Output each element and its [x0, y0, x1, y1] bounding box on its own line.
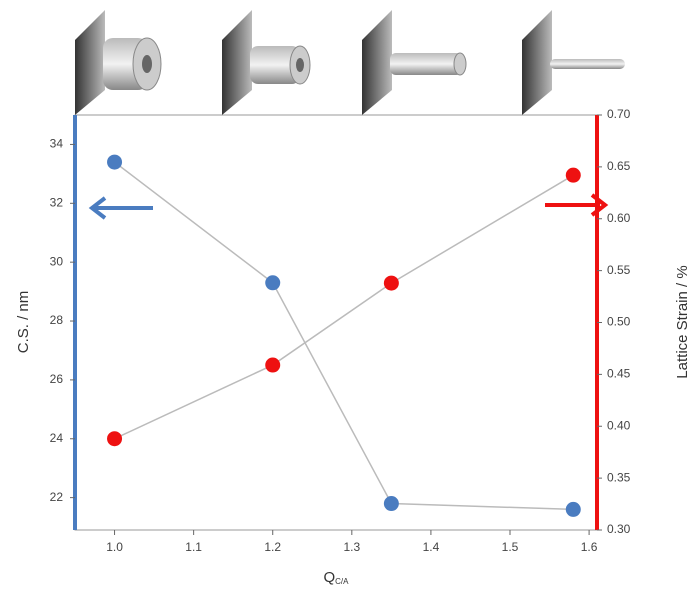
illustrations [75, 10, 625, 115]
y-tick-label: 22 [50, 490, 64, 504]
x-axis-label: QC/A [323, 569, 349, 586]
y2-tick-label: 0.50 [607, 315, 631, 329]
blue-arrow [88, 196, 153, 220]
y-tick-label: 24 [50, 431, 64, 445]
data-point [565, 167, 581, 183]
series-line [114, 174, 574, 440]
x-tick-label: 1.3 [343, 540, 360, 554]
y-axis-label: C.S. / nm [15, 291, 32, 354]
data-point [383, 496, 399, 512]
y2-tick-label: 0.60 [607, 211, 631, 225]
x-tick-label: 1.5 [502, 540, 519, 554]
x-tick-label: 1.2 [264, 540, 281, 554]
y-tick-label: 28 [50, 313, 64, 327]
series-line [114, 161, 574, 511]
y2-tick-label: 0.70 [607, 107, 631, 121]
red-arrow [545, 193, 609, 217]
x-tick-label: 1.4 [423, 540, 440, 554]
x-label-main: Q [323, 569, 335, 586]
x-label-sub: C/A [335, 577, 349, 586]
y2-tick-label: 0.55 [607, 263, 631, 277]
y2-tick-label: 0.40 [607, 418, 631, 432]
y2-tick-label: 0.30 [607, 522, 631, 536]
data-point [565, 501, 581, 517]
data-point [265, 357, 281, 373]
plot-frame [74, 114, 598, 531]
y2-axis-label: Lattice Strain / % [674, 265, 691, 378]
y2-tick-label: 0.35 [607, 470, 631, 484]
x-tick-label: 1.0 [106, 540, 123, 554]
data-point [107, 154, 123, 170]
y2-tick-label: 0.65 [607, 159, 631, 173]
data-point [107, 431, 123, 447]
y-tick-label: 32 [50, 195, 64, 209]
data-point [383, 275, 399, 291]
y-tick-label: 30 [50, 254, 64, 268]
x-tick-label: 1.6 [581, 540, 598, 554]
y-tick-label: 34 [50, 137, 64, 151]
y-tick-label: 26 [50, 372, 64, 386]
y2-tick-label: 0.45 [607, 367, 631, 381]
data-point [265, 275, 281, 291]
x-tick-label: 1.1 [185, 540, 202, 554]
